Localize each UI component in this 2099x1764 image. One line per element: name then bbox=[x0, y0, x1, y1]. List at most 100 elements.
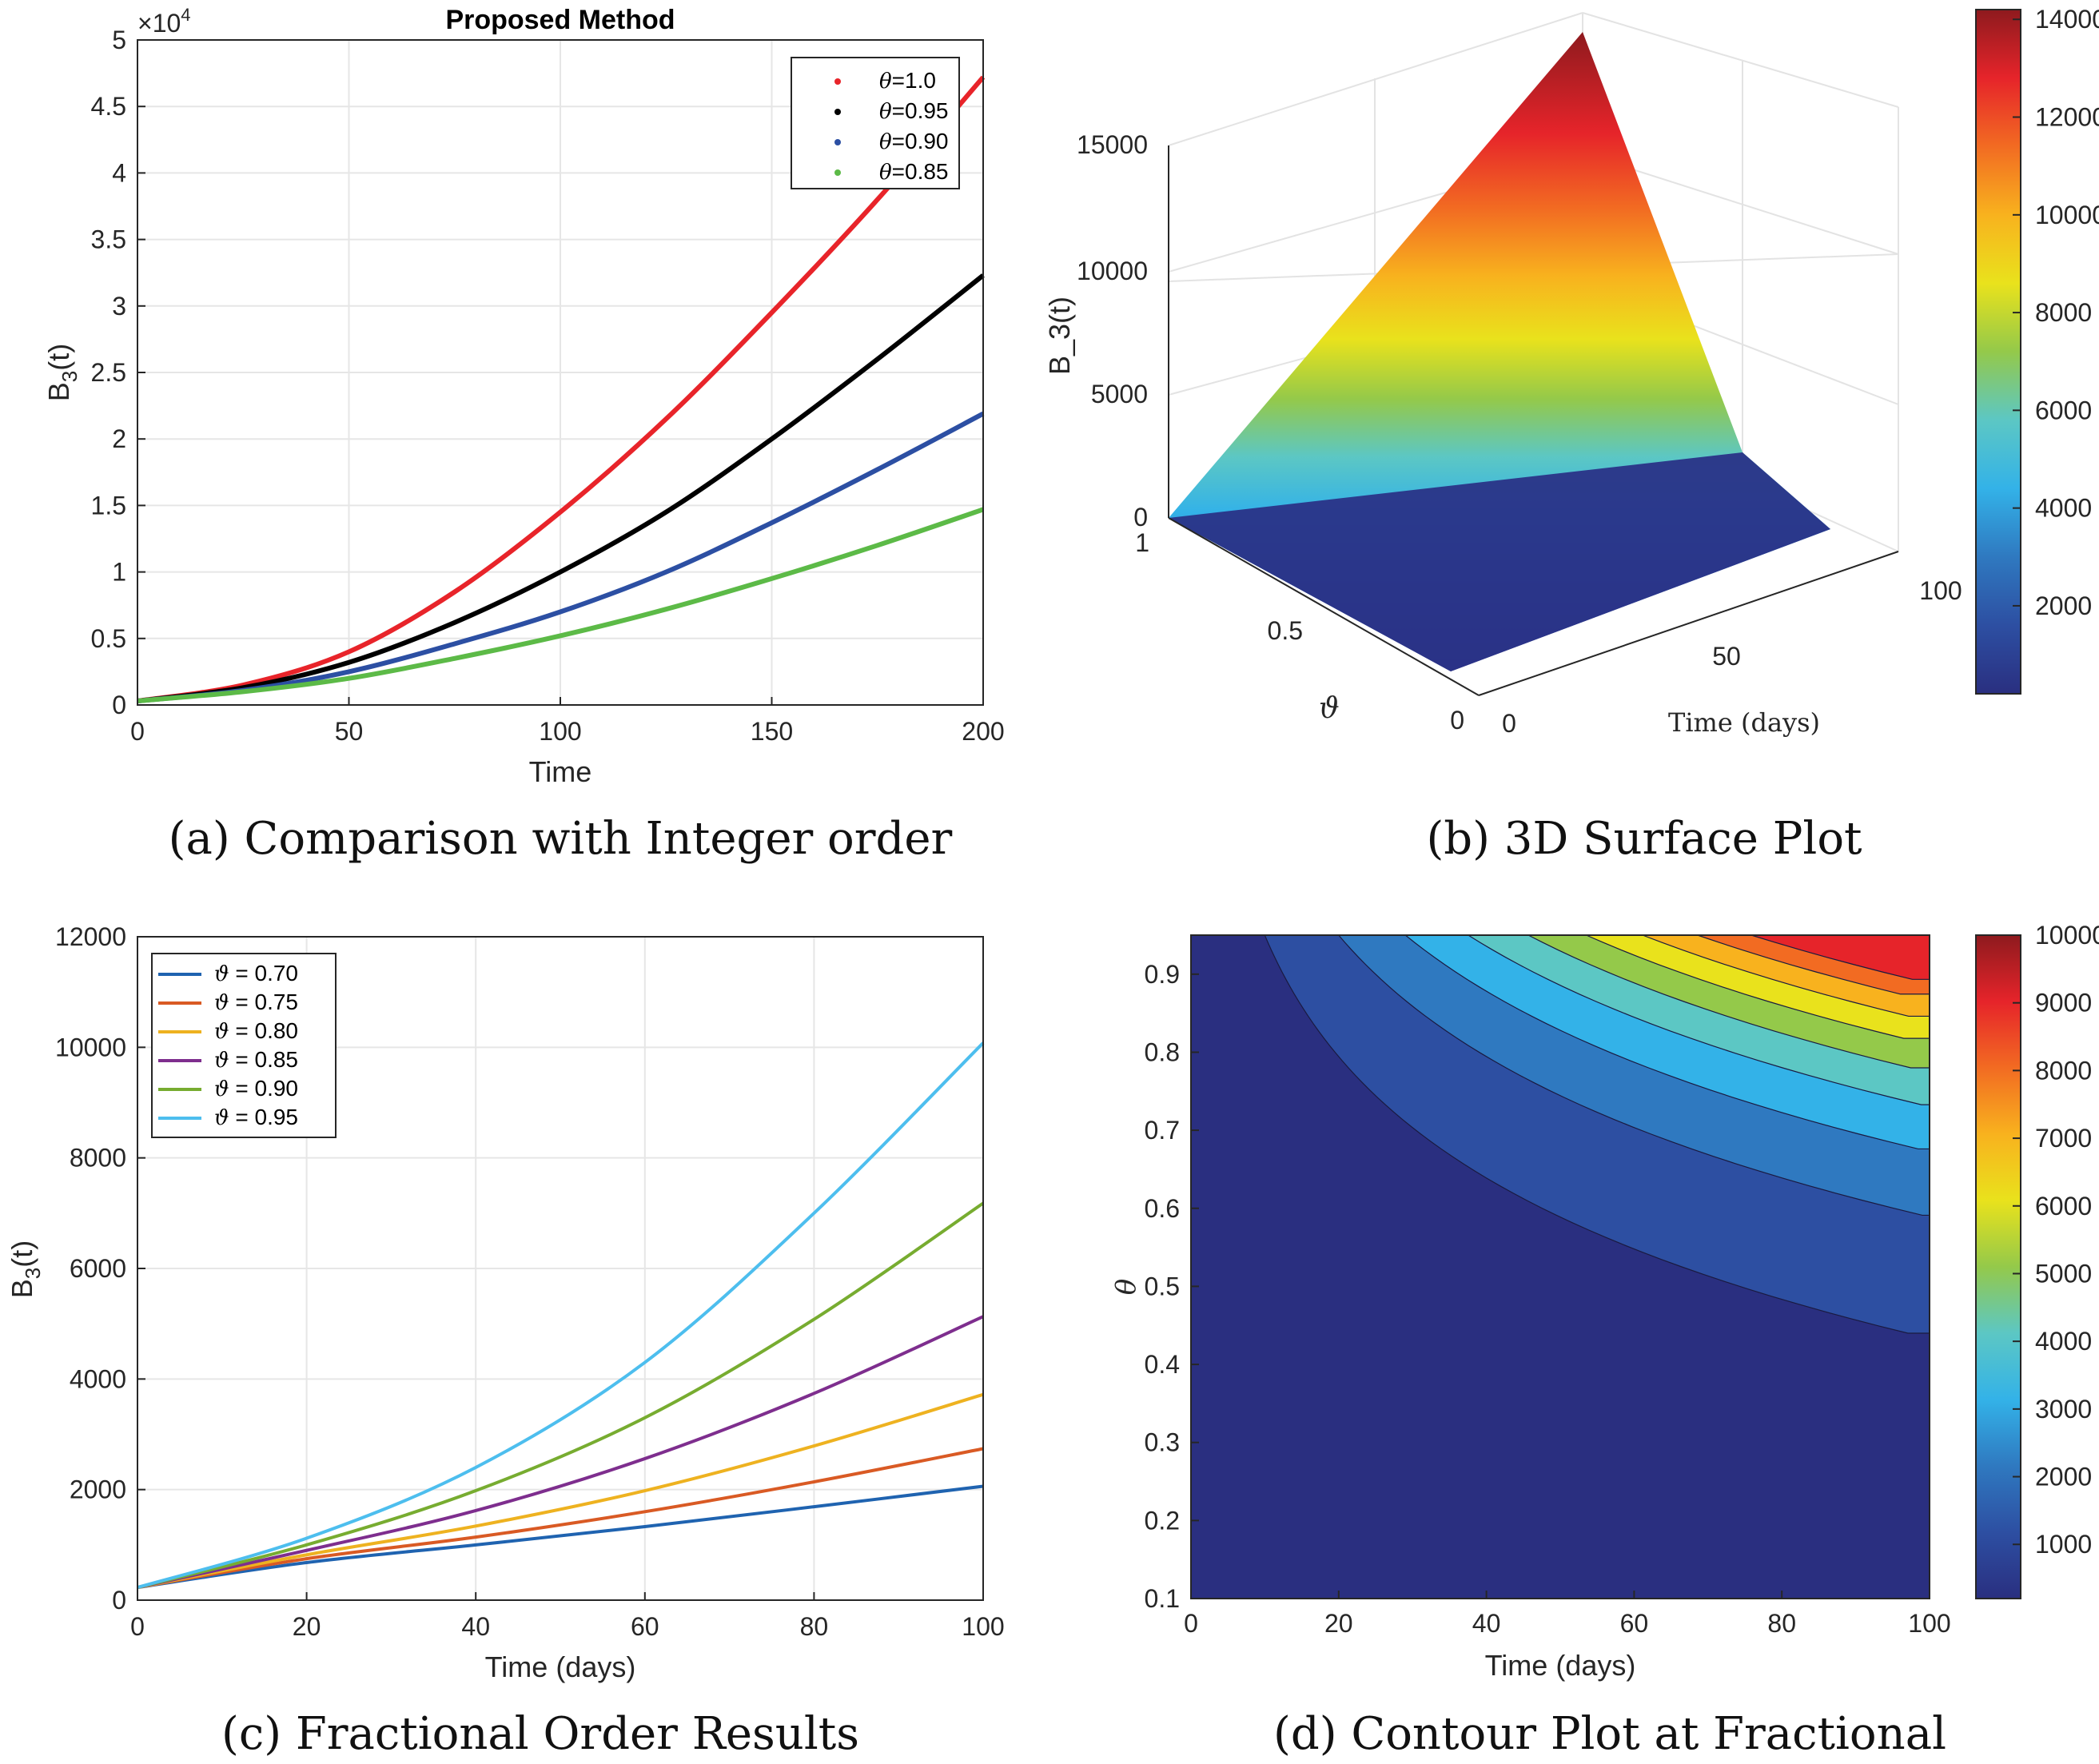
b-surface-floor bbox=[1169, 452, 1830, 671]
d-ytick-label: 0.1 bbox=[1145, 1584, 1180, 1613]
a-caption: (a) Comparison with Integer order bbox=[169, 813, 953, 865]
colorbar-tick-label: 4000 bbox=[2035, 1327, 2092, 1356]
a-ytick-label: 1.5 bbox=[91, 491, 126, 520]
colorbar-tick-label: 10000 bbox=[2035, 201, 2099, 229]
a-series-line-2 bbox=[137, 411, 985, 703]
colorbar-tick-label: 9000 bbox=[2035, 989, 2092, 1017]
d-colorbar-gradient bbox=[1975, 934, 2021, 1599]
colorbar-tick-label: 2000 bbox=[2035, 591, 2092, 620]
a-series-line-1 bbox=[137, 273, 985, 703]
d-ytick-label: 0.3 bbox=[1145, 1428, 1180, 1457]
colorbar-tick-label: 3000 bbox=[2035, 1395, 2092, 1424]
colorbar-tick-label: 8000 bbox=[2035, 1056, 2092, 1085]
b-z-axis-label: B_3(t) bbox=[1043, 297, 1076, 375]
colorbar-tick-label: 14000 bbox=[2035, 5, 2099, 34]
d-xtick-label: 60 bbox=[1620, 1609, 1649, 1638]
c-legend-label: ϑ = 0.75 bbox=[214, 990, 298, 1015]
c-ytick-label: 0 bbox=[112, 1586, 126, 1615]
c-xtick-label: 60 bbox=[631, 1612, 659, 1641]
a-legend-marker bbox=[834, 169, 841, 176]
panel-c-fractional-results: 0 20 40 60 80 100 0 2000 4000 6000 8000 10000 12000… bbox=[6, 922, 1005, 1760]
a-series-line-3 bbox=[137, 507, 984, 703]
d-caption: (d) Contour Plot at Fractional bbox=[1273, 1708, 1946, 1760]
d-xtick-label: 80 bbox=[1767, 1609, 1796, 1638]
c-legend-box bbox=[151, 953, 337, 1138]
panel-d-contour: 0 20 40 60 80 100 0.1 0.2 0.3 0.4 0.5 0.6 0.7 0.8 0.9… bbox=[1110, 921, 2099, 1760]
d-x-axis-label: Time (days) bbox=[1485, 1649, 1636, 1682]
d-ytick-label: 0.5 bbox=[1145, 1272, 1180, 1300]
c-ytick-label: 2000 bbox=[70, 1475, 126, 1504]
b-ytick-label: 0 bbox=[1450, 706, 1464, 735]
c-xtick-label: 20 bbox=[293, 1612, 321, 1641]
c-legend-label: ϑ = 0.80 bbox=[214, 1018, 298, 1044]
a-x-axis-label: Time bbox=[529, 755, 592, 788]
c-series-line-2 bbox=[137, 1392, 984, 1590]
b-ztick-label: 10000 bbox=[1077, 257, 1148, 285]
c-ytick-label: 8000 bbox=[70, 1144, 126, 1173]
a-chart-title: Proposed Method bbox=[445, 5, 675, 35]
a-series-lines bbox=[137, 75, 986, 703]
c-ytick-label: 4000 bbox=[70, 1364, 126, 1393]
b-y-tick-labels: 00.51 bbox=[1135, 528, 1464, 735]
colorbar-tick-label: 10000 bbox=[2035, 921, 2099, 950]
colorbar-tick-label: 5000 bbox=[2035, 1259, 2092, 1288]
c-y-axis-label: B3(t) bbox=[6, 1240, 45, 1298]
d-xtick-label: 20 bbox=[1324, 1609, 1353, 1638]
b-xtick-label: 100 bbox=[1919, 576, 1962, 605]
colorbar-tick-label: 1000 bbox=[2035, 1530, 2092, 1559]
a-legend: θ=1.0 θ=0.95 θ=0.90 θ=0.85 bbox=[791, 57, 960, 189]
colorbar-tick-label: 6000 bbox=[2035, 1192, 2092, 1220]
c-legend-label: ϑ = 0.95 bbox=[214, 1105, 298, 1130]
c-legend-label: ϑ = 0.85 bbox=[214, 1047, 298, 1073]
a-ytick-label: 0.5 bbox=[91, 624, 126, 653]
a-ytick-label: 1 bbox=[112, 558, 126, 587]
b-ytick-label: 0.5 bbox=[1268, 616, 1303, 645]
colorbar-tick-label: 4000 bbox=[2035, 494, 2092, 523]
a-legend-label: θ=1.0 bbox=[879, 68, 936, 94]
c-y-tick-labels: 0 2000 4000 6000 8000 10000 12000 bbox=[55, 922, 145, 1615]
c-x-axis-label: Time (days) bbox=[485, 1651, 636, 1683]
d-ytick-label: 0.4 bbox=[1145, 1350, 1180, 1379]
a-legend-label: θ=0.90 bbox=[879, 129, 949, 154]
d-y-tick-labels: 0.1 0.2 0.3 0.4 0.5 0.6 0.7 0.8 0.9 bbox=[1145, 960, 1199, 1613]
c-xtick-label: 0 bbox=[130, 1612, 145, 1641]
a-ytick-label: 2.5 bbox=[91, 358, 126, 387]
a-xtick-label: 50 bbox=[335, 717, 364, 746]
c-series-line-3 bbox=[137, 1315, 984, 1590]
a-xtick-label: 200 bbox=[962, 717, 1004, 746]
b-z-tick-labels: 0 5000 10000 15000 bbox=[1077, 130, 1148, 532]
c-x-tick-labels: 0 20 40 60 80 100 bbox=[130, 1592, 1005, 1641]
b-ztick-label: 0 bbox=[1133, 503, 1148, 532]
c-series-line-1 bbox=[137, 1447, 984, 1590]
a-ytick-label: 4 bbox=[112, 158, 126, 187]
b-ztick-label: 15000 bbox=[1077, 130, 1148, 159]
b-colorbar-gradient bbox=[1975, 9, 2021, 695]
b-x-axis-label: Time (days) bbox=[1668, 707, 1820, 738]
a-x-tick-labels: 0 50 100 150 200 bbox=[130, 697, 1005, 746]
a-xtick-label: 0 bbox=[130, 717, 145, 746]
a-legend-marker bbox=[834, 139, 841, 145]
d-axes-frame bbox=[1190, 934, 1930, 1599]
c-caption: (c) Fractional Order Results bbox=[221, 1708, 859, 1760]
b-x-tick-labels: 0 50 100 bbox=[1502, 576, 1962, 738]
c-series-line-4 bbox=[137, 1201, 985, 1590]
a-ytick-label: 5 bbox=[112, 26, 126, 54]
c-ytick-label: 6000 bbox=[70, 1254, 126, 1283]
a-xtick-label: 150 bbox=[751, 717, 793, 746]
a-ytick-label: 4.5 bbox=[91, 92, 126, 121]
c-legend-label: ϑ = 0.70 bbox=[214, 961, 298, 986]
a-series-line-0 bbox=[137, 75, 986, 703]
d-ytick-label: 0.8 bbox=[1145, 1037, 1180, 1066]
colorbar-tick-label: 6000 bbox=[2035, 396, 2092, 424]
colorbar-tick-label: 2000 bbox=[2035, 1463, 2092, 1491]
a-y-tick-labels: 0 0.5 1 1.5 2 2.5 3 3.5 4 4.5 5 bbox=[91, 26, 145, 719]
a-xtick-label: 100 bbox=[539, 717, 581, 746]
d-colorbar: 1000 2000 3000 4000 5000 6000 7000 8000 9000 1000… bbox=[1975, 921, 2099, 1599]
b-3d-axes bbox=[1168, 145, 1899, 696]
d-ytick-label: 0.9 bbox=[1145, 960, 1180, 989]
a-ytick-label: 3.5 bbox=[91, 225, 126, 254]
a-legend-label: θ=0.95 bbox=[879, 98, 949, 124]
d-xtick-label: 100 bbox=[1908, 1609, 1950, 1638]
c-series-lines bbox=[137, 1041, 985, 1590]
